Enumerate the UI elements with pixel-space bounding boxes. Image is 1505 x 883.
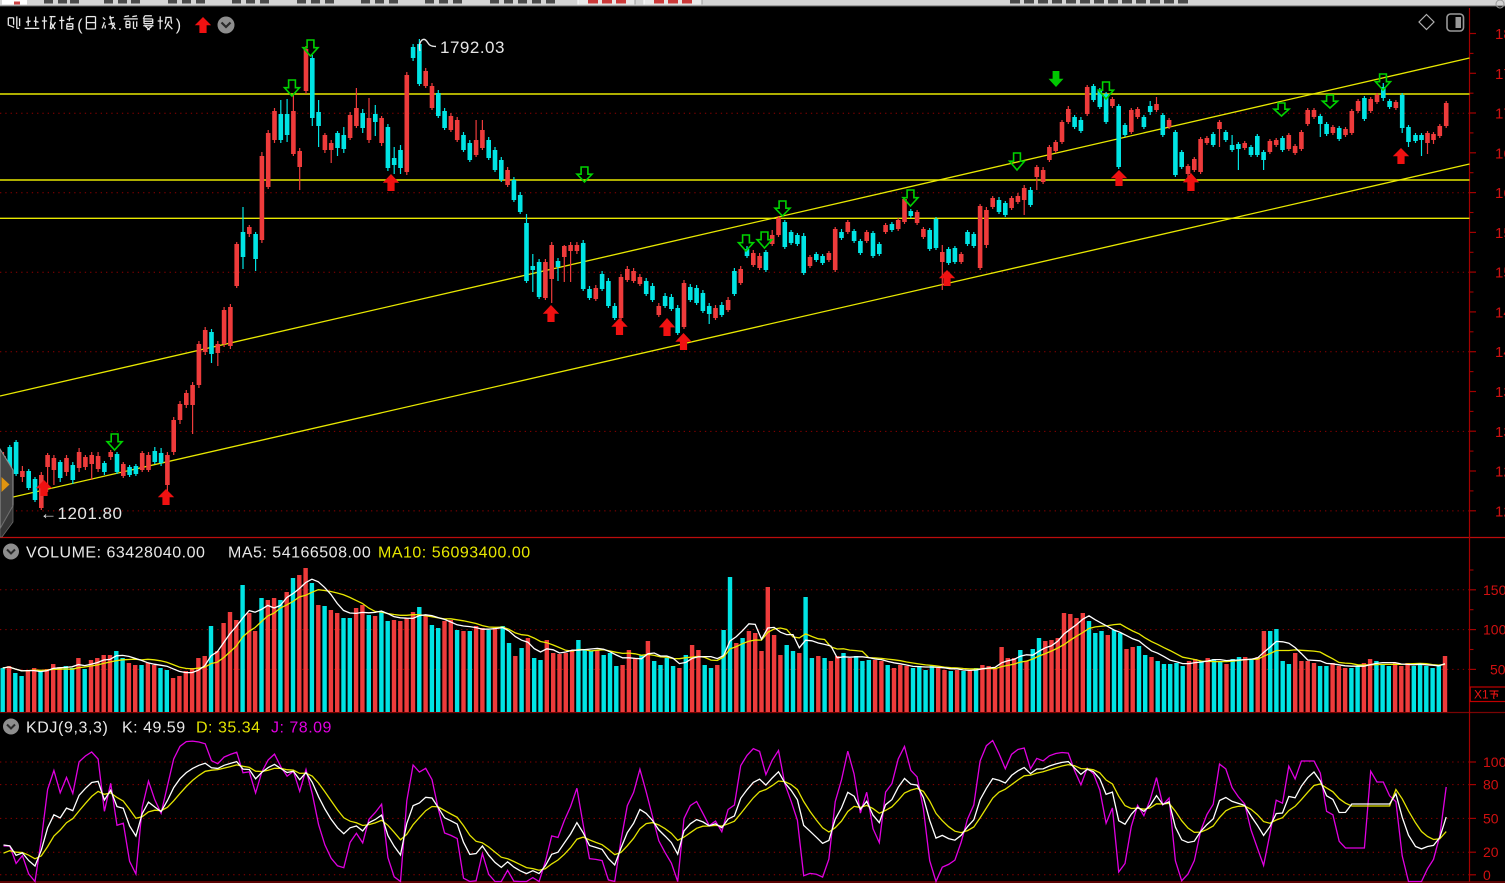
svg-text:K: 49.59: K: 49.59 — [122, 720, 186, 737]
svg-text:X1: X1 — [1474, 688, 1489, 702]
svg-text:1550: 1550 — [1495, 225, 1505, 242]
svg-text:KDJ(9,3,3): KDJ(9,3,3) — [26, 720, 108, 737]
svg-text:.: . — [118, 17, 122, 34]
svg-text:1750: 1750 — [1495, 66, 1505, 83]
svg-text:1650: 1650 — [1495, 145, 1505, 162]
svg-text:100: 100 — [1483, 754, 1505, 770]
svg-text:1600: 1600 — [1495, 185, 1505, 202]
svg-text:): ) — [176, 17, 181, 34]
svg-text:1500: 1500 — [1495, 265, 1505, 282]
svg-text:MA5: 54166508.00: MA5: 54166508.00 — [228, 545, 371, 562]
svg-text:(: ( — [77, 17, 83, 34]
svg-text:150: 150 — [1483, 582, 1505, 598]
svg-text:1250: 1250 — [1495, 464, 1505, 481]
svg-text:50: 50 — [1490, 661, 1505, 677]
svg-text:J: 78.09: J: 78.09 — [271, 720, 332, 737]
svg-text:1450: 1450 — [1495, 304, 1505, 321]
svg-text:D: 35.34: D: 35.34 — [196, 720, 260, 737]
svg-text:VOLUME: 63428040.00: VOLUME: 63428040.00 — [26, 545, 205, 562]
svg-text:1792.03: 1792.03 — [440, 38, 505, 57]
svg-text:50: 50 — [1483, 810, 1499, 826]
svg-text:1400: 1400 — [1495, 344, 1505, 361]
svg-text:1300: 1300 — [1495, 424, 1505, 441]
svg-text:0: 0 — [1483, 867, 1491, 883]
svg-text:1200: 1200 — [1495, 503, 1505, 520]
svg-text:1700: 1700 — [1495, 106, 1505, 123]
svg-text:1800: 1800 — [1495, 26, 1505, 43]
svg-text:1350: 1350 — [1495, 384, 1505, 401]
svg-text:20: 20 — [1483, 844, 1499, 860]
svg-text:MA10: 56093400.00: MA10: 56093400.00 — [378, 545, 531, 562]
svg-text:←1201.80: ←1201.80 — [40, 504, 122, 523]
svg-text:80: 80 — [1483, 777, 1499, 793]
svg-text:100: 100 — [1483, 622, 1505, 638]
